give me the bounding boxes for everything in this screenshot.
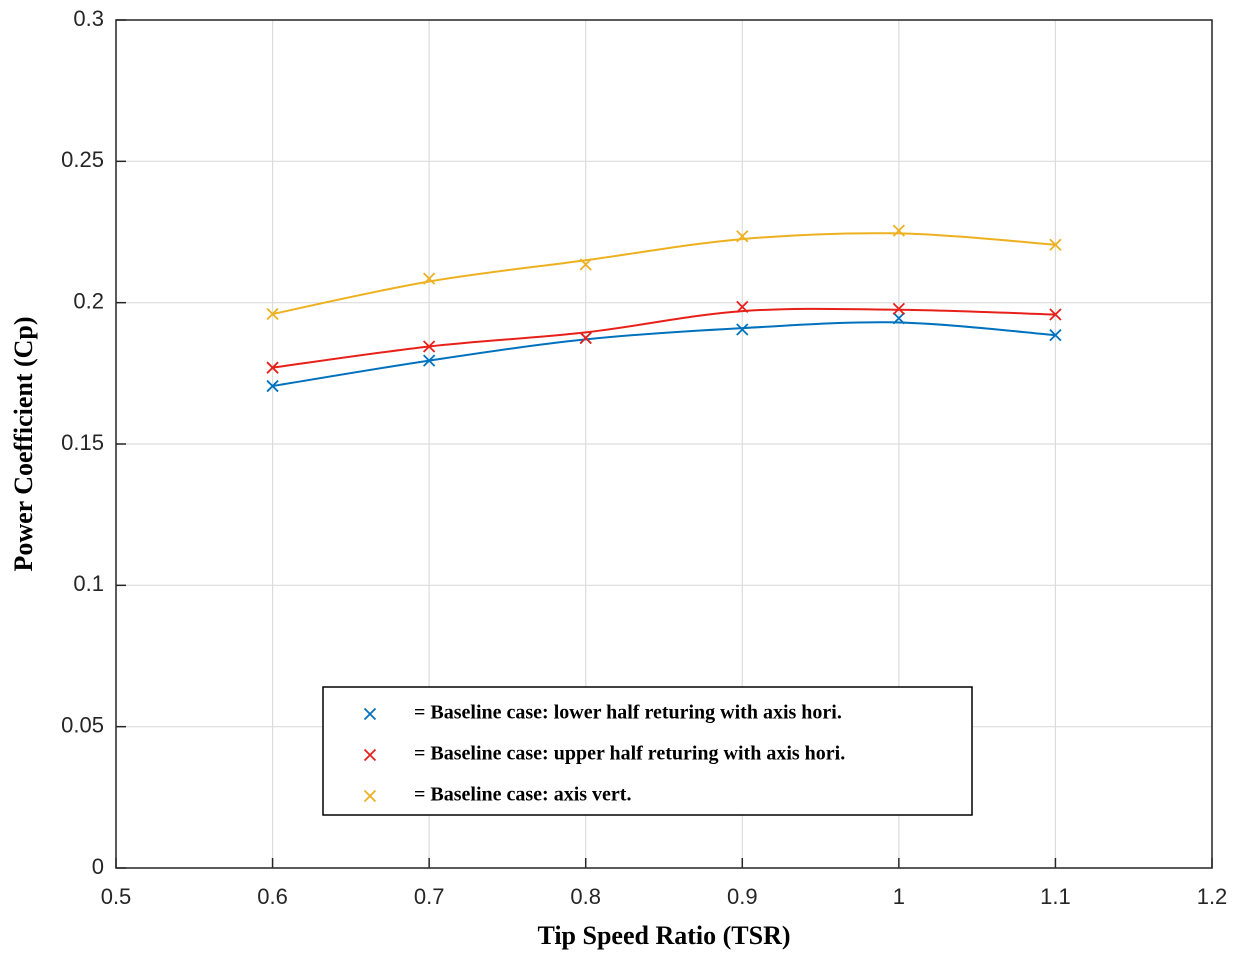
data-point	[1049, 329, 1062, 342]
x-tick-label: 0.8	[570, 884, 601, 909]
legend: = Baseline case: lower half returing wit…	[322, 686, 973, 816]
fit-curve	[272, 307, 1056, 369]
y-tick-label: 0.25	[61, 147, 104, 172]
data-point	[736, 300, 749, 314]
data-point	[892, 312, 905, 325]
y-tick-label: 0.1	[73, 571, 104, 596]
data-point	[266, 307, 279, 321]
legend-label: = Baseline case: lower half returing wit…	[414, 702, 842, 724]
data-point	[892, 302, 905, 316]
data-point	[579, 258, 592, 271]
data-point	[1049, 308, 1062, 321]
data-point	[266, 379, 279, 393]
x-tick-label: 0.6	[257, 884, 288, 909]
x-axis-label: Tip Speed Ratio (TSR)	[537, 921, 790, 950]
data-point	[1049, 238, 1062, 251]
y-tick-label: 0.3	[73, 6, 104, 31]
y-axis-label: Power Coefficient (Cp)	[9, 316, 38, 571]
legend-label: = Baseline case: axis vert.	[414, 784, 631, 806]
legend-marker	[363, 748, 377, 762]
plot-frame	[115, 19, 1213, 869]
data-point	[423, 272, 436, 285]
data-point	[736, 230, 749, 243]
legend-marker	[363, 789, 377, 803]
x-tick-label: 1	[893, 884, 905, 909]
data-point	[423, 354, 436, 367]
x-tick-label: 0.9	[727, 884, 758, 909]
y-tick-label: 0.2	[73, 288, 104, 313]
legend-marker	[363, 707, 377, 721]
data-point	[736, 323, 749, 336]
legend-label: = Baseline case: upper half returing wit…	[414, 743, 845, 765]
data-point	[892, 224, 905, 237]
fit-curve	[272, 321, 1056, 388]
x-tick-label: 0.5	[101, 884, 132, 909]
x-tick-label: 1.1	[1040, 884, 1071, 909]
x-tick-label: 1.2	[1197, 884, 1228, 909]
fit-curve	[272, 232, 1056, 315]
y-tick-label: 0.05	[61, 712, 104, 737]
y-tick-label: 0.15	[61, 430, 104, 455]
legend-box	[322, 686, 973, 816]
data-point	[266, 361, 279, 374]
data-point	[423, 340, 436, 353]
y-tick-label: 0	[92, 854, 104, 879]
x-tick-label: 0.7	[414, 884, 445, 909]
data-point	[579, 331, 592, 345]
